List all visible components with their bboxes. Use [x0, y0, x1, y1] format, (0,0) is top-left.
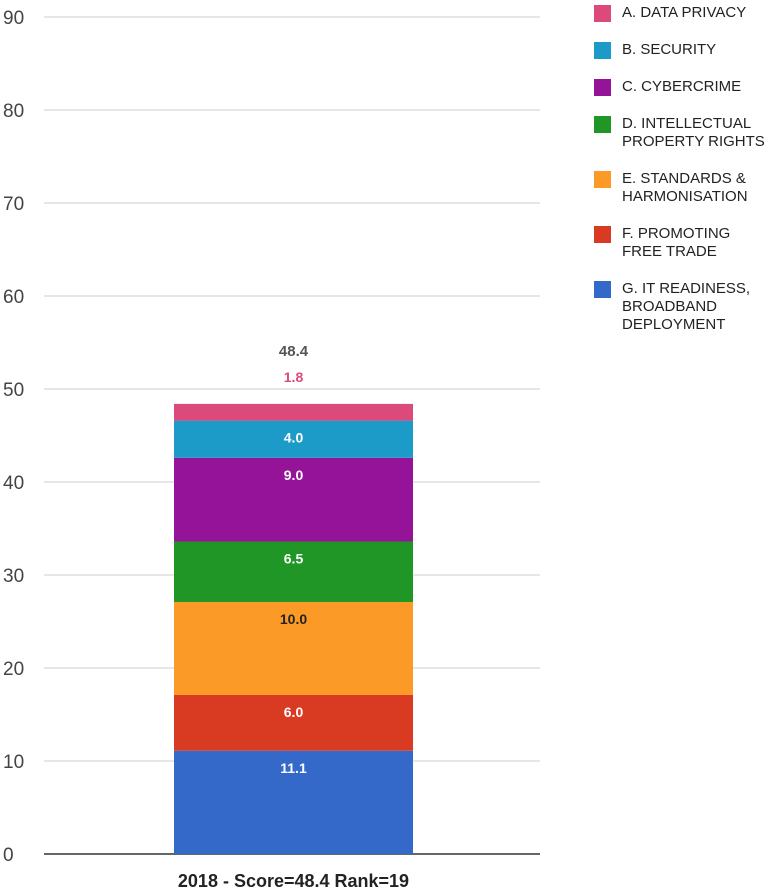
total-value-label: 48.4 — [279, 343, 309, 360]
y-tick-label: 70 — [3, 194, 24, 215]
y-tick-label: 40 — [3, 473, 24, 494]
square-swatch-icon — [594, 79, 611, 96]
legend-label: E. STANDARDS & HARMONISATION — [622, 170, 748, 205]
bar-segment — [174, 541, 413, 602]
square-swatch-icon — [594, 226, 611, 243]
bar-segment — [174, 750, 413, 854]
y-tick-label: 10 — [3, 752, 24, 773]
bar-value-label: 4.0 — [284, 430, 304, 446]
bar-value-label: 6.5 — [284, 551, 304, 567]
bar-segment — [174, 403, 413, 421]
y-tick-label: 30 — [3, 566, 24, 587]
legend-item: F. PROMOTING FREE TRADE — [594, 225, 774, 261]
legend-item: E. STANDARDS & HARMONISATION — [594, 170, 774, 206]
legend-label: B. SECURITY — [622, 41, 717, 58]
bar-value-label: 1.8 — [284, 369, 304, 385]
y-tick-label: 50 — [3, 380, 24, 401]
legend-label: F. PROMOTING FREE TRADE — [622, 225, 731, 260]
square-swatch-icon — [594, 171, 611, 188]
legend-item: B. SECURITY — [594, 41, 774, 59]
bar-value-label: 9.0 — [284, 467, 304, 483]
bar-segments — [174, 403, 413, 854]
y-tick-label: 0 — [3, 845, 14, 866]
y-tick-label: 60 — [3, 287, 24, 308]
legend-item: A. DATA PRIVACY — [594, 4, 774, 22]
legend-label: A. DATA PRIVACY — [622, 4, 747, 21]
legend-label: D. INTELLECTUAL PROPERTY RIGHTS — [622, 115, 765, 150]
y-tick-label: 20 — [3, 659, 24, 680]
square-swatch-icon — [594, 281, 611, 298]
bar-value-label: 10.0 — [280, 611, 307, 627]
y-axis-ticks: 0 10 20 30 40 50 60 70 80 90 — [3, 8, 24, 866]
bar-value-label: 6.0 — [284, 704, 304, 720]
legend-label: G. IT READINESS, BROADBAND DEPLOYMENT — [622, 280, 751, 333]
bar-segment — [174, 601, 413, 695]
square-swatch-icon — [594, 116, 611, 133]
legend-item: G. IT READINESS, BROADBAND DEPLOYMENT — [594, 280, 774, 334]
data-labels: 11.1 6.0 10.0 6.5 9.0 4.0 1.8 48.4 — [279, 343, 309, 776]
legend-item: C. CYBERCRIME — [594, 78, 774, 96]
y-tick-label: 80 — [3, 101, 24, 122]
legend-item: D. INTELLECTUAL PROPERTY RIGHTS — [594, 115, 774, 151]
square-swatch-icon — [594, 5, 611, 22]
bar-segment — [174, 694, 413, 751]
bar-value-label: 11.1 — [280, 760, 307, 776]
square-swatch-icon — [594, 42, 611, 59]
y-tick-label: 90 — [3, 8, 24, 29]
legend: A. DATA PRIVACY B. SECURITY C. CYBERCRIME D… — [594, 4, 774, 353]
bar-segment — [174, 457, 413, 542]
legend-label: C. CYBERCRIME — [622, 78, 742, 95]
bar-segment — [174, 420, 413, 458]
x-axis: 2018 - Score=48.4 Rank=19 — [178, 871, 409, 891]
x-category-label: 2018 - Score=48.4 Rank=19 — [178, 871, 409, 891]
